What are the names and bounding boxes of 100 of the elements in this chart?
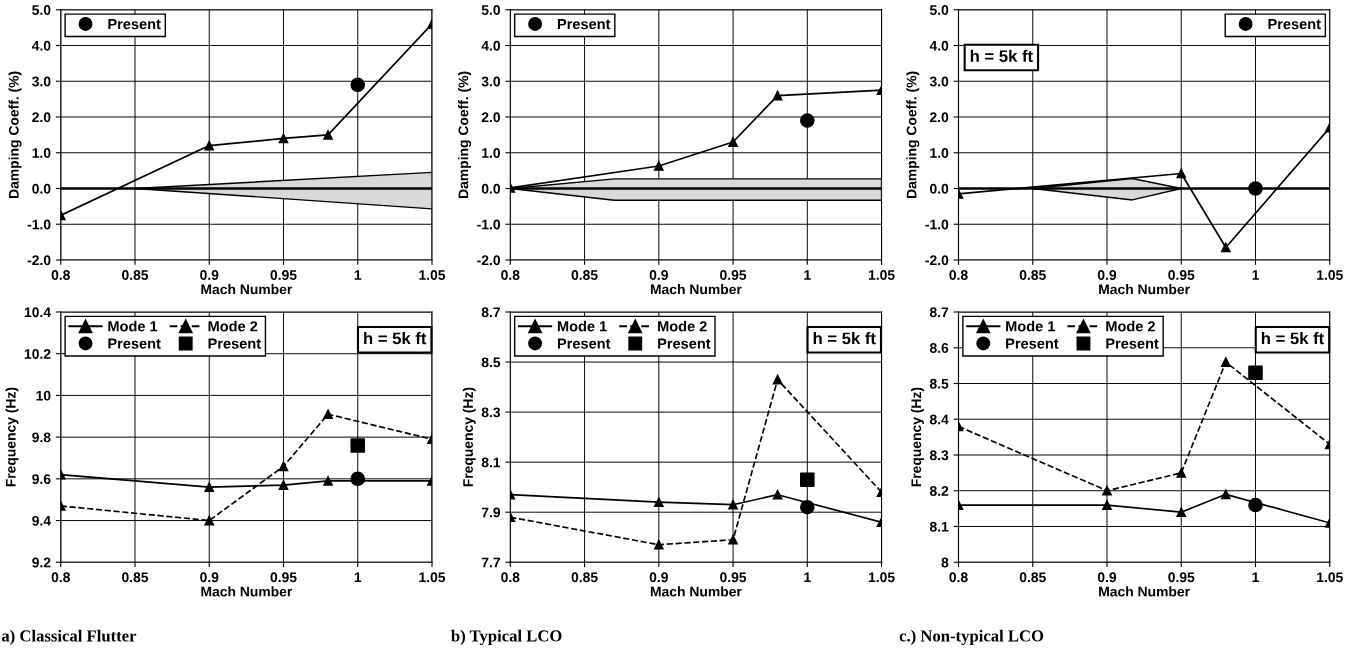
point: [728, 499, 738, 510]
y-tick-label: -2.0: [477, 255, 501, 266]
point: [350, 77, 366, 93]
x-axis-title: Mach Number: [201, 284, 293, 295]
y-tick-label: 1.0: [930, 148, 949, 158]
point: [204, 515, 215, 526]
y-tick-label: 4.0: [929, 40, 949, 51]
y-tick-label: 9.6: [32, 474, 51, 484]
y-tick-label: 9.2: [32, 557, 51, 568]
y-axis-title: Damping Coeff. (%): [906, 71, 920, 198]
x-tick-label: 1: [804, 572, 811, 583]
y-tick-label: 10: [36, 390, 51, 401]
point: [653, 161, 664, 171]
x-tick-label: 1.05: [1317, 572, 1343, 583]
text: a) Classical Flutter: [1, 629, 137, 645]
point: [772, 489, 783, 500]
point: [204, 482, 215, 493]
point: [278, 461, 289, 472]
point: [204, 140, 215, 151]
y-tick-label: 8: [941, 557, 949, 568]
point: [1176, 507, 1187, 518]
x-tick-label: 0.95: [720, 270, 747, 280]
x-axis-title: Mach Number: [1099, 284, 1190, 295]
x-tick-label: 0.85: [571, 270, 598, 280]
x-tick-label: 0.95: [1168, 572, 1195, 583]
y-tick-label: 5.0: [481, 5, 501, 15]
y-tick-label: 9.4: [32, 515, 51, 526]
x-tick-label: 1.05: [419, 572, 446, 583]
legend-label: Mode 1: [1006, 320, 1055, 332]
x-tick-label: 0.8: [949, 270, 968, 280]
point: [1248, 181, 1263, 196]
x-tick-label: 0.9: [649, 572, 668, 583]
y-tick-label: 0.0: [930, 183, 949, 194]
x-tick-label: 0.85: [122, 270, 149, 280]
legend-label: Mode 2: [208, 320, 258, 332]
y-tick-label: -1.0: [27, 219, 51, 230]
y-tick-label: 8.7: [481, 307, 500, 318]
point: [772, 374, 783, 385]
point: [800, 472, 815, 487]
legend-label: Present: [557, 19, 611, 30]
annotation: h = 5k ft: [813, 332, 876, 345]
y-tick-label: 3.0: [481, 76, 501, 87]
y-axis-title: Damping Coeff. (%): [458, 71, 472, 198]
y-tick-label: -2.0: [925, 255, 949, 266]
point: [1102, 485, 1112, 496]
x-tick-label: 0.85: [1019, 270, 1046, 280]
y-tick-label: 8.3: [929, 450, 949, 461]
y-tick-label: 1.0: [482, 148, 501, 158]
x-tick-label: 0.8: [501, 572, 520, 583]
y-tick-label: 2.0: [481, 112, 501, 123]
x-tick-label: 0.8: [501, 270, 520, 280]
x-tick-label: 1: [804, 270, 811, 280]
x-tick-label: 0.8: [51, 572, 70, 583]
x-axis-title: Mach Number: [201, 586, 293, 597]
x-axis-title: Mach Number: [1099, 586, 1190, 597]
point: [323, 476, 333, 486]
point: [1176, 468, 1187, 478]
legend-label: Mode 1: [108, 320, 158, 332]
x-tick-label: 0.85: [122, 572, 149, 583]
x-axis-title: Mach Number: [650, 586, 742, 597]
y-tick-label: 8.5: [481, 357, 501, 368]
legend-label: Present: [1106, 338, 1159, 349]
text: b) Typical LCO: [451, 629, 562, 645]
point: [728, 137, 738, 147]
y-tick-label: 5.0: [929, 5, 949, 15]
y-tick-label: 10.4: [24, 307, 51, 318]
legend-label: Present: [557, 338, 611, 349]
point: [728, 534, 738, 545]
x-tick-label: 1.05: [1317, 270, 1343, 280]
annotation: h = 5k ft: [364, 332, 427, 345]
y-tick-label: 8.1: [929, 521, 949, 532]
y-tick-label: 8.1: [481, 457, 501, 468]
y-tick-label: 7.9: [481, 507, 501, 518]
point: [772, 90, 783, 101]
y-tick-label: 7.7: [481, 557, 500, 568]
x-tick-label: 0.85: [1019, 572, 1046, 583]
point: [1220, 357, 1231, 367]
y-tick-label: -1.0: [477, 219, 501, 230]
point: [278, 133, 289, 144]
point: [278, 480, 289, 490]
point: [1220, 489, 1231, 500]
x-tick-label: 1: [1252, 572, 1259, 583]
legend-label: Present: [1268, 19, 1321, 30]
y-tick-label: 9.8: [32, 432, 51, 443]
y-tick-label: 5.0: [32, 5, 51, 15]
text: c.) Non-typical LCO: [899, 629, 1044, 645]
x-tick-label: 0.95: [270, 270, 297, 280]
y-axis-title: Damping Coeff. (%): [8, 71, 22, 198]
point: [323, 130, 333, 140]
point: [800, 499, 815, 515]
x-tick-label: 0.95: [270, 572, 297, 583]
y-tick-label: 1.0: [32, 148, 51, 158]
y-tick-label: 4.0: [31, 40, 51, 51]
legend-label: Mode 2: [658, 320, 707, 332]
x-tick-label: 0.9: [200, 572, 219, 583]
legend-label: Present: [658, 338, 711, 349]
y-tick-label: 8.5: [929, 378, 949, 389]
point: [350, 438, 366, 453]
y-tick-label: 0.0: [32, 183, 51, 194]
x-tick-label: 0.8: [51, 270, 70, 280]
